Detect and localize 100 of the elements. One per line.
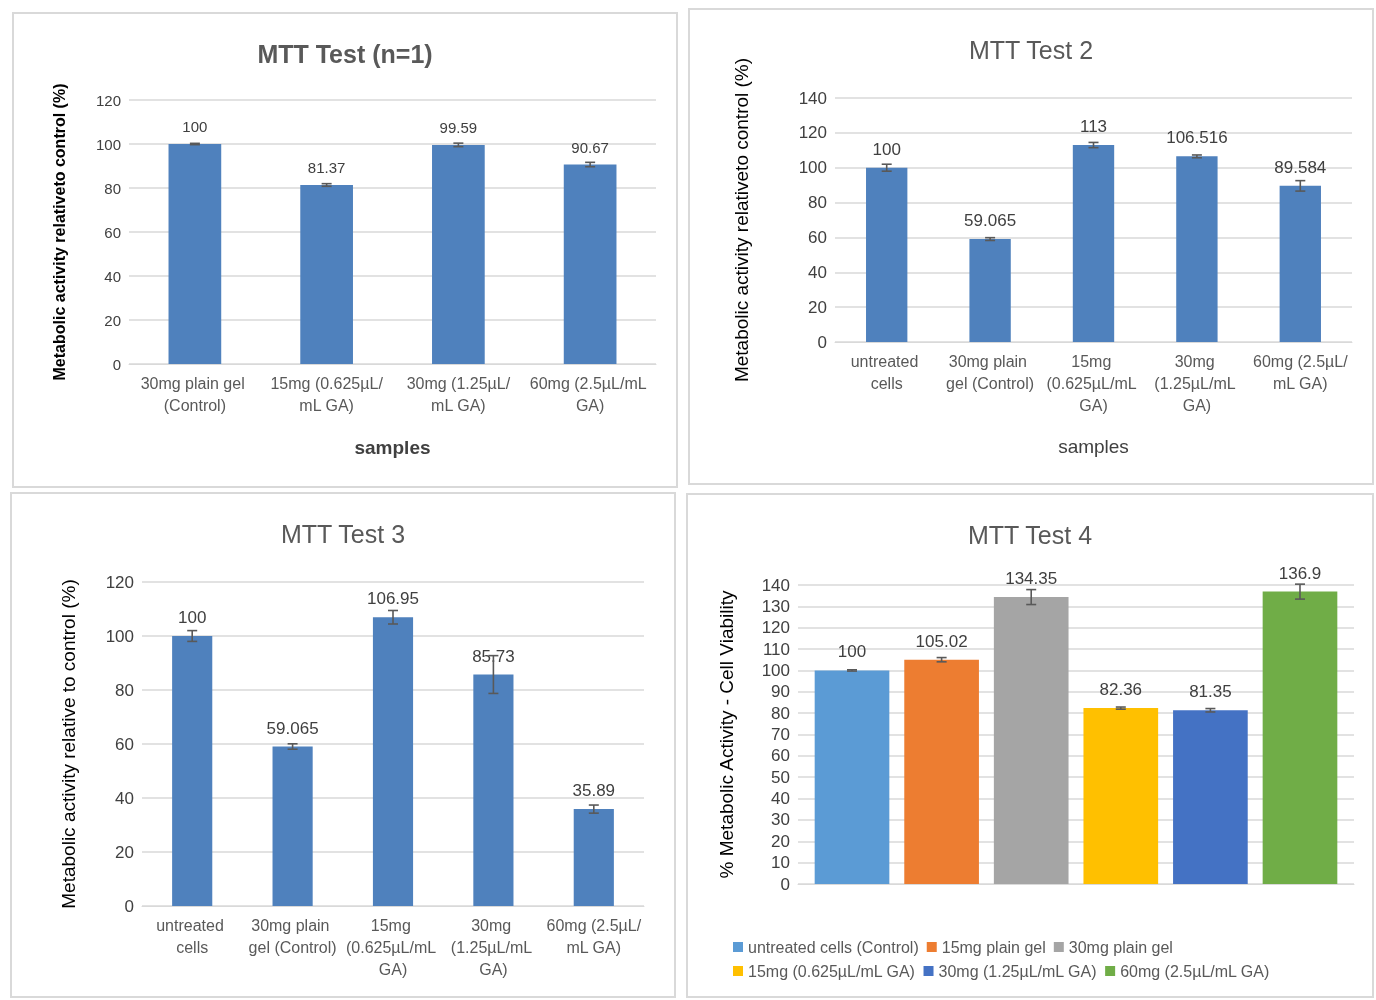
- y-tick-label: 20: [771, 831, 790, 851]
- y-tick-label: 50: [771, 767, 790, 787]
- x-tick-label: 15mg (0.625µL/mL GA): [270, 374, 384, 414]
- y-tick-label: 60: [808, 227, 827, 247]
- x-tick-label: 30mg plain gel (Control): [946, 352, 1035, 392]
- bar: [1279, 185, 1321, 342]
- bar: [993, 597, 1069, 884]
- y-tick-label: 20: [104, 311, 121, 329]
- y-tick-label: 60: [104, 223, 121, 241]
- y-tick-label: 20: [808, 297, 827, 317]
- y-tick-label: 60: [771, 746, 790, 766]
- y-tick-label: 60: [115, 734, 134, 754]
- data-label: 81.35: [1189, 682, 1232, 702]
- x-tick-label: 15mg (0.625µL/mL GA): [345, 916, 441, 978]
- x-tick-label: 60mg (2.5µL/mL GA): [546, 916, 642, 956]
- chart-title: MTT Test 4: [967, 520, 1093, 549]
- y-tick-label: 30: [771, 810, 790, 830]
- x-axis-title: samples: [1058, 436, 1129, 457]
- data-label: 100: [837, 642, 867, 662]
- y-tick-label: 40: [808, 262, 827, 282]
- y-tick-label: 40: [771, 789, 790, 809]
- data-label: 100: [182, 118, 208, 135]
- y-tick-label: 100: [798, 158, 827, 178]
- data-label: 100: [178, 608, 207, 627]
- data-label: 106.95: [367, 589, 419, 609]
- y-tick-label: 40: [104, 267, 121, 285]
- data-label: 100: [872, 139, 901, 159]
- bar: [300, 184, 353, 364]
- y-tick-label: 90: [771, 682, 790, 702]
- data-label: 106.516: [1166, 128, 1228, 148]
- bar: [904, 659, 979, 884]
- y-tick-label: 80: [771, 703, 790, 723]
- data-label: 82.36: [1099, 680, 1143, 700]
- x-tick-label: 60mg (2.5µL/mL GA): [529, 374, 651, 414]
- x-tick-label: 30mg (1.25µL/mL GA): [406, 374, 511, 414]
- data-label: 113: [1079, 117, 1108, 137]
- y-tick-label: 120: [761, 618, 790, 638]
- y-tick-label: 0: [124, 896, 134, 916]
- x-tick-label: untreated cells: [850, 352, 923, 392]
- data-label: 136.9: [1278, 563, 1322, 583]
- y-axis-title: Metabolic activity relativeto control (%): [730, 57, 752, 383]
- x-tick-label: 30mg plain gel (Control): [248, 916, 337, 956]
- data-label: 35.89: [572, 781, 616, 801]
- y-tick-label: 130: [761, 596, 790, 616]
- legend-label: 15mg plain gel: [941, 938, 1046, 956]
- y-tick-label: 140: [761, 575, 790, 595]
- bar: [172, 636, 213, 906]
- bar: [1083, 708, 1159, 884]
- y-tick-label: 0: [112, 355, 121, 373]
- y-tick-label: 40: [115, 788, 134, 808]
- y-tick-label: 10: [771, 853, 790, 873]
- y-axis-title: Metabolic activity relativeto control (%): [50, 83, 68, 381]
- bar: [272, 746, 313, 906]
- y-axis-title: Metabolic activity relative to control (%): [57, 579, 79, 909]
- bar: [573, 809, 614, 906]
- y-tick-label: 80: [104, 179, 121, 197]
- chart-title: MTT Test 3: [280, 519, 406, 548]
- legend-label: 30mg plain gel: [1068, 938, 1173, 956]
- bar: [473, 674, 514, 906]
- y-axis-title: % Metabolic Activity - Cell Viability: [715, 590, 737, 879]
- bar: [1072, 145, 1115, 342]
- y-tick-label: 80: [808, 193, 827, 213]
- x-tick-label: 30mg (1.25µL/mL GA): [450, 916, 536, 978]
- data-label: 59.065: [964, 211, 1017, 231]
- data-label: 81.37: [307, 158, 346, 176]
- y-tick-label: 80: [115, 680, 134, 700]
- y-tick-label: 120: [95, 91, 121, 109]
- x-tick-label: 30mg plain gel (Control): [140, 374, 250, 414]
- y-tick-label: 120: [105, 572, 134, 592]
- y-tick-label: 20: [115, 842, 134, 862]
- data-label: 99.59: [439, 118, 478, 136]
- bar: [372, 617, 414, 906]
- data-label: 59.065: [266, 718, 319, 738]
- y-tick-label: 140: [798, 88, 827, 108]
- bar: [866, 167, 908, 342]
- y-tick-label: 0: [780, 874, 790, 894]
- chart-title: MTT Test 2: [968, 35, 1094, 64]
- bar: [168, 144, 222, 364]
- y-tick-label: 70: [771, 725, 790, 744]
- y-tick-label: 120: [798, 123, 827, 143]
- data-label: 89.584: [1274, 157, 1327, 177]
- x-tick-label: 15mg (0.625µL/mL GA): [1046, 352, 1141, 414]
- bar: [563, 164, 617, 364]
- bar: [969, 239, 1011, 342]
- bar: [1176, 156, 1218, 342]
- y-tick-label: 100: [95, 135, 121, 153]
- x-axis-title: samples: [354, 437, 431, 458]
- bar: [814, 670, 890, 884]
- bar: [432, 144, 485, 364]
- bar: [1173, 710, 1248, 884]
- y-tick-label: 0: [817, 332, 827, 352]
- y-tick-label: 100: [105, 626, 134, 646]
- y-tick-label: 100: [761, 660, 790, 680]
- legend-label: untreated cells (Control): [748, 938, 919, 956]
- data-label: 85.73: [472, 646, 515, 666]
- y-tick-label: 110: [762, 639, 790, 659]
- data-label: 134.35: [1005, 569, 1058, 589]
- bar: [1262, 591, 1338, 884]
- chart-title: MTT Test (n=1): [257, 39, 433, 68]
- x-tick-label: 30mg (1.25µL/mL GA): [1154, 352, 1240, 414]
